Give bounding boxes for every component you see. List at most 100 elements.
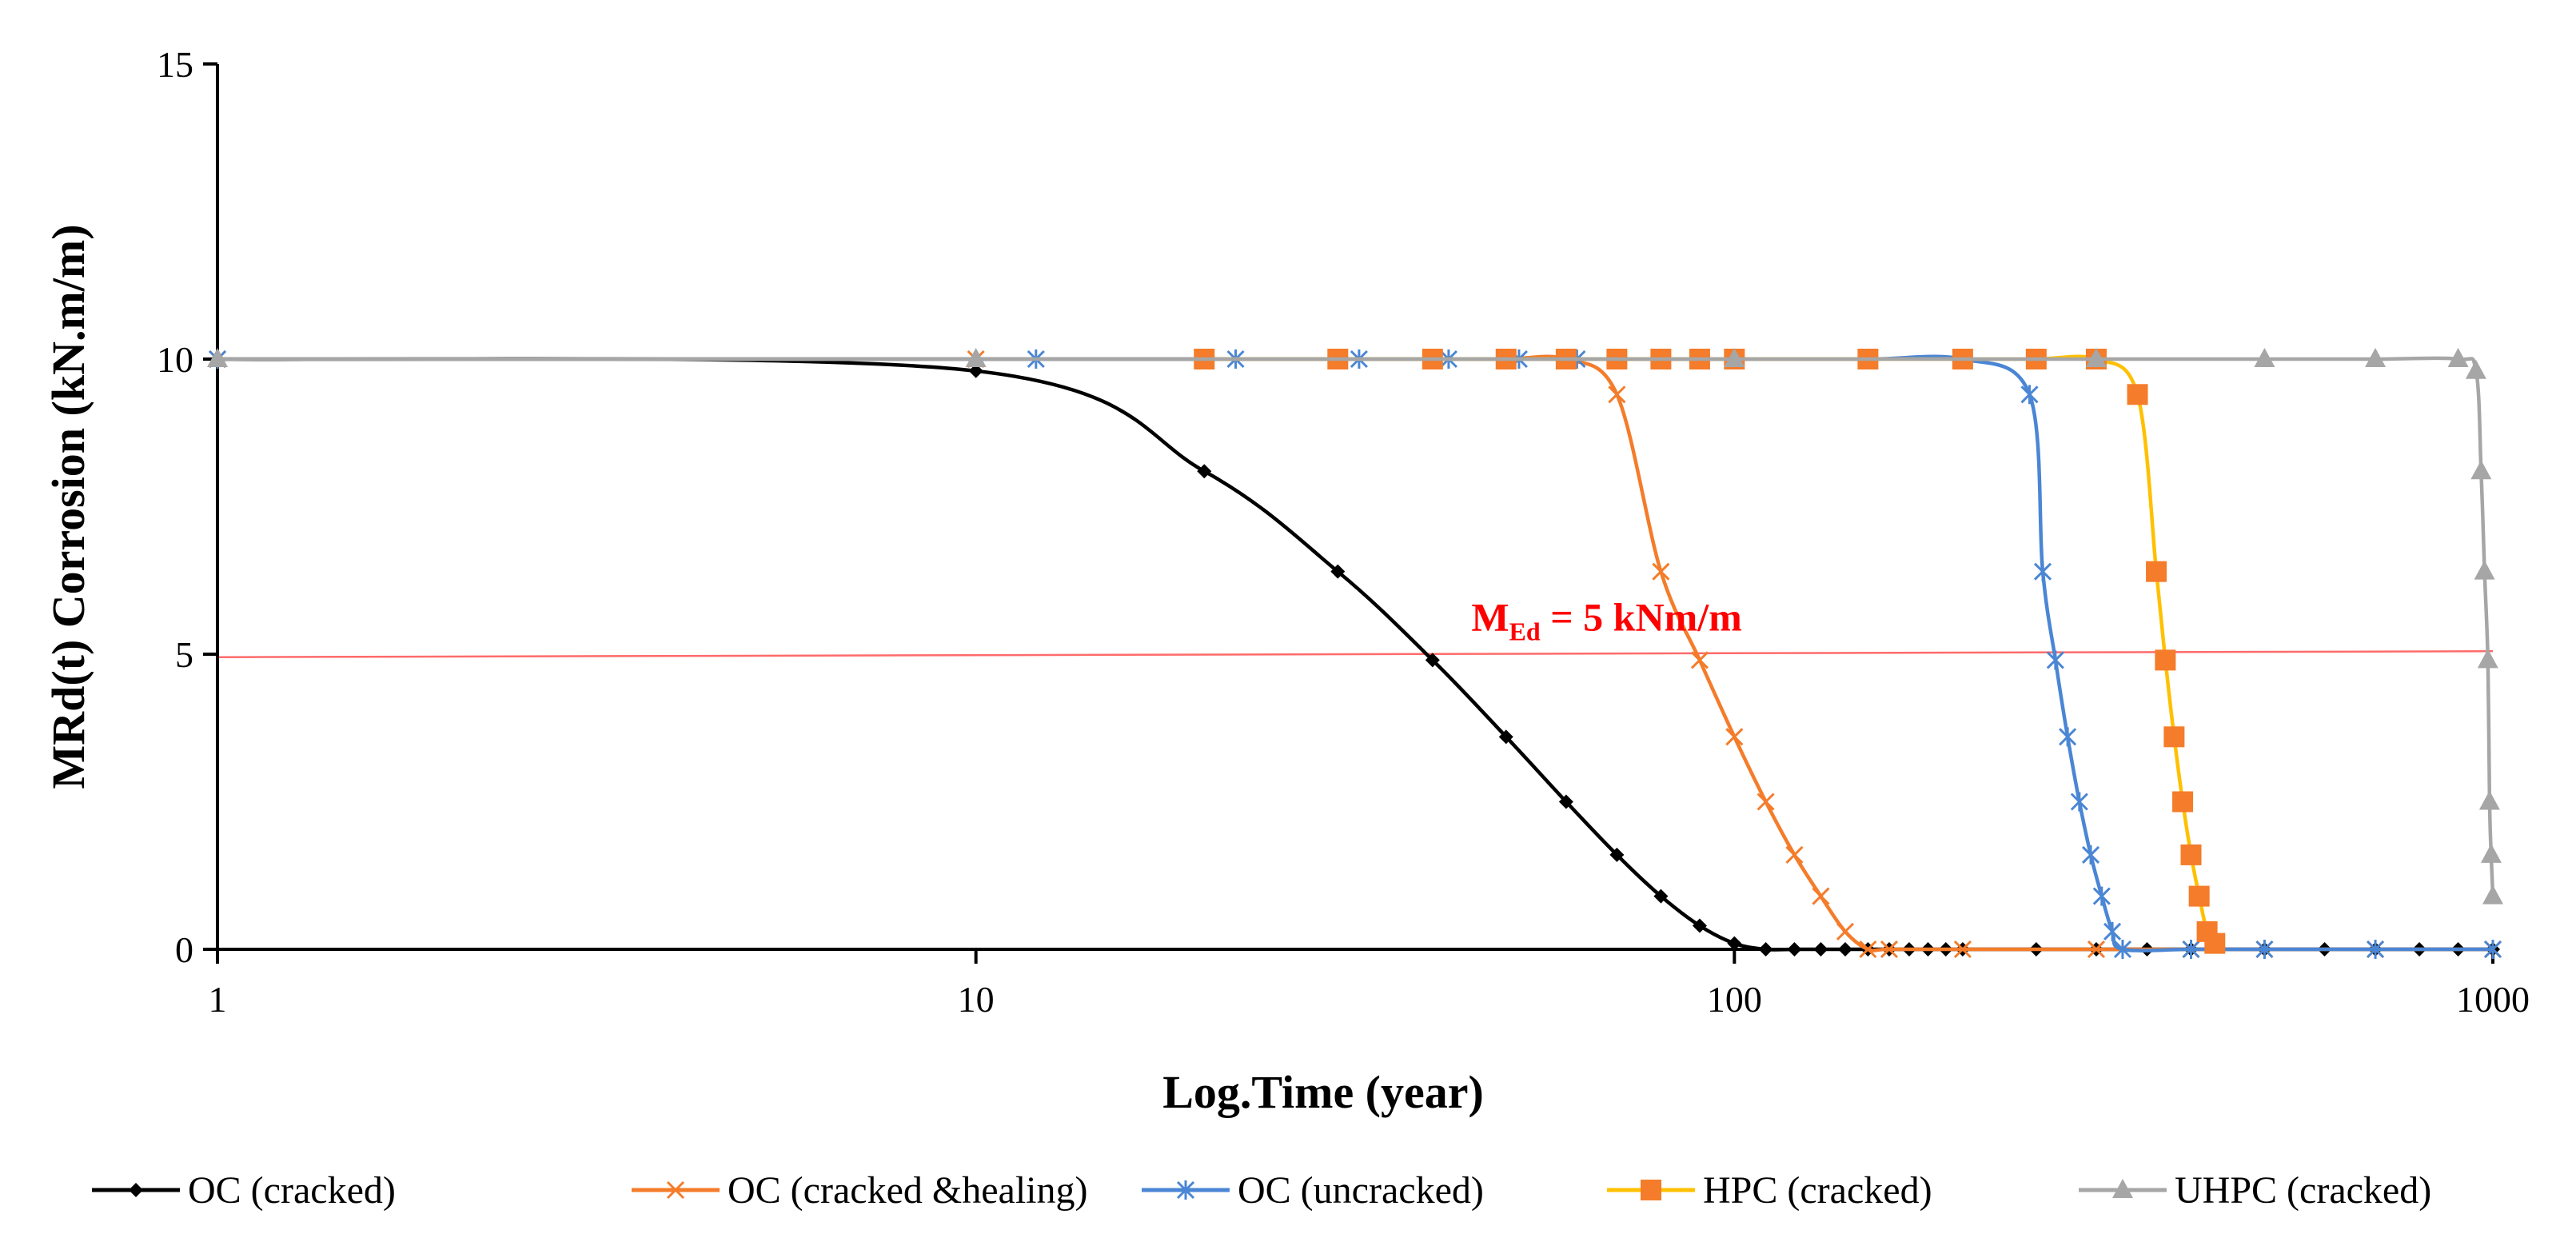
legend-item-hpc-cracked-label: HPC (cracked) [1703, 1169, 1932, 1212]
reference-line-med [217, 650, 2494, 658]
series-hpc-cracked-point [2188, 885, 2210, 907]
series-hpc-cracked-point [2127, 384, 2148, 405]
legend-item-oc-cracked-swatch-marker [129, 1183, 143, 1197]
series-hpc-cracked [1194, 349, 2226, 954]
series-oc-cracked-healing-point-stroke [2087, 940, 2106, 959]
series-oc-uncracked-point [2059, 727, 2077, 747]
reference-lines [217, 650, 2494, 658]
series-uhpc-cracked-point [2474, 560, 2495, 580]
series-oc-cracked-healing-point [1785, 845, 1804, 864]
series-oc-cracked-healing-point [1859, 940, 1877, 959]
legend-item-uhpc-cracked: UHPC (cracked) [2079, 1169, 2431, 1212]
legend-item-oc-cracked-healing-label: OC (cracked &healing) [728, 1169, 1087, 1212]
series-oc-cracked-healing-point-stroke [1725, 728, 1744, 746]
legend-item-oc-cracked-healing: OC (cracked &healing) [632, 1169, 1087, 1212]
legend-item-oc-uncracked: OC (uncracked) [1142, 1169, 1484, 1212]
series-oc-uncracked-point [2046, 650, 2064, 670]
y-tick-label: 5 [175, 634, 193, 675]
series-oc-cracked-healing-point-stroke [1859, 940, 1877, 959]
legend: OC (cracked) OC (cracked &healing) OC (unc… [92, 1169, 2431, 1212]
series-oc-cracked-healing-point [1652, 562, 1670, 581]
series-oc-cracked-point [1837, 942, 1852, 956]
y-tick-label: 0 [175, 929, 193, 970]
series-oc-uncracked-point [2103, 921, 2122, 941]
annotation-med-label: MEd = 5 kNm/m [1471, 594, 1741, 645]
series-oc-cracked-point [1787, 942, 1802, 956]
series-hpc-cracked-point [2163, 726, 2185, 748]
axes [203, 62, 2494, 964]
series-oc-cracked-healing-point-stroke [1836, 922, 1855, 940]
series-oc-cracked-healing-point [1812, 887, 1830, 905]
series-uhpc-cracked-point [2447, 348, 2469, 367]
series-oc-cracked-healing-point-stroke [1690, 651, 1709, 669]
series-hpc-cracked-line [1204, 354, 2217, 945]
series-uhpc-cracked-point [2477, 649, 2498, 669]
series-oc-uncracked-point [2033, 561, 2052, 581]
legend-item-oc-uncracked-label: OC (uncracked) [1238, 1169, 1484, 1212]
series-uhpc-cracked-point [2482, 885, 2503, 905]
series-oc-cracked-healing-point-stroke [1652, 562, 1670, 581]
series-oc-cracked-point [1813, 942, 1828, 956]
series-oc-cracked-point [1425, 653, 1440, 668]
series-layer [207, 348, 2503, 959]
series-oc-uncracked-point [2182, 940, 2200, 959]
y-axis-title: MRd(t) Corrosion (kN.m/m) [42, 224, 94, 789]
legend-item-oc-uncracked-swatch-marker [1176, 1180, 1195, 1200]
series-oc-cracked-healing-point-stroke [1812, 887, 1830, 905]
series-uhpc-cracked-point [1724, 348, 1745, 367]
legend-item-oc-cracked-healing-swatch-marker-stroke [666, 1180, 685, 1200]
series-oc-cracked-healing-point [1608, 385, 1626, 404]
series-oc-uncracked-point [2070, 792, 2088, 812]
series-oc-cracked-healing-point [1757, 793, 1775, 811]
series-oc-cracked-point [1692, 918, 1707, 933]
series-oc-cracked-healing-point [1880, 940, 1899, 959]
series-oc-cracked-point [1558, 794, 1573, 809]
series-oc-cracked-healing-point [1690, 651, 1709, 669]
legend-item-hpc-cracked-swatch-marker [1641, 1180, 1661, 1200]
series-oc-cracked-healing-point-stroke [1880, 940, 1899, 959]
series-uhpc-cracked-point [2365, 348, 2387, 367]
legend-item-oc-cracked-healing-swatch-marker [666, 1180, 685, 1200]
series-oc-cracked-point [1653, 889, 1669, 904]
series-oc-cracked-point [1197, 464, 1212, 479]
series-oc-uncracked-point [2020, 385, 2039, 405]
series-oc-uncracked-point [2483, 940, 2502, 959]
series-uhpc-cracked-point [2085, 348, 2107, 367]
series-oc-cracked-healing-point-stroke [1953, 940, 1972, 959]
series-oc-cracked-point [1330, 564, 1346, 579]
series-uhpc-cracked-line [217, 356, 2495, 897]
series-oc-cracked-healing-point [1725, 728, 1744, 746]
series-oc-cracked-point [1727, 936, 1742, 951]
series-oc-cracked-point [1498, 729, 1513, 745]
series-oc-uncracked-point [2255, 940, 2274, 959]
series-uhpc-cracked-point [2254, 348, 2275, 367]
series-oc-cracked-healing-point-stroke [1785, 845, 1804, 864]
series-uhpc-cracked-point [207, 348, 228, 367]
x-tick-label: 1000 [2456, 979, 2530, 1020]
labels-layer: 0 5 10 15 1 10 100 1000 Log.Time (year) MRd(t) Co… [42, 44, 2530, 1118]
series-hpc-cracked-point [2155, 649, 2176, 671]
series-hpc-cracked-point [2172, 791, 2194, 813]
series-uhpc-cracked-point [2480, 843, 2502, 863]
legend-item-oc-cracked: OC (cracked) [92, 1169, 396, 1212]
series-uhpc-cracked-point [965, 348, 987, 367]
series-oc-uncracked-point [2113, 940, 2132, 959]
series-oc-cracked-healing-point-stroke [1608, 385, 1626, 404]
series-oc-cracked-healing-point-stroke [1757, 793, 1775, 811]
legend-item-uhpc-cracked-swatch-marker [2112, 1179, 2133, 1198]
x-tick-label: 1 [209, 979, 227, 1020]
series-oc-cracked-point [968, 363, 983, 378]
series-oc-uncracked-point [2081, 845, 2100, 865]
series-oc-uncracked-point [2366, 940, 2385, 959]
series-uhpc-cracked-point [2465, 359, 2486, 379]
series-oc-cracked-healing-point [1836, 922, 1855, 940]
y-tick-label: 10 [157, 339, 193, 380]
series-oc-cracked-healing-point [1953, 940, 1972, 959]
series-oc-uncracked-point [2092, 886, 2111, 906]
series-uhpc-cracked [207, 348, 2503, 905]
series-hpc-cracked-point [2146, 561, 2167, 582]
x-tick-label: 100 [1707, 979, 1762, 1020]
legend-item-hpc-cracked: HPC (cracked) [1607, 1169, 1932, 1212]
